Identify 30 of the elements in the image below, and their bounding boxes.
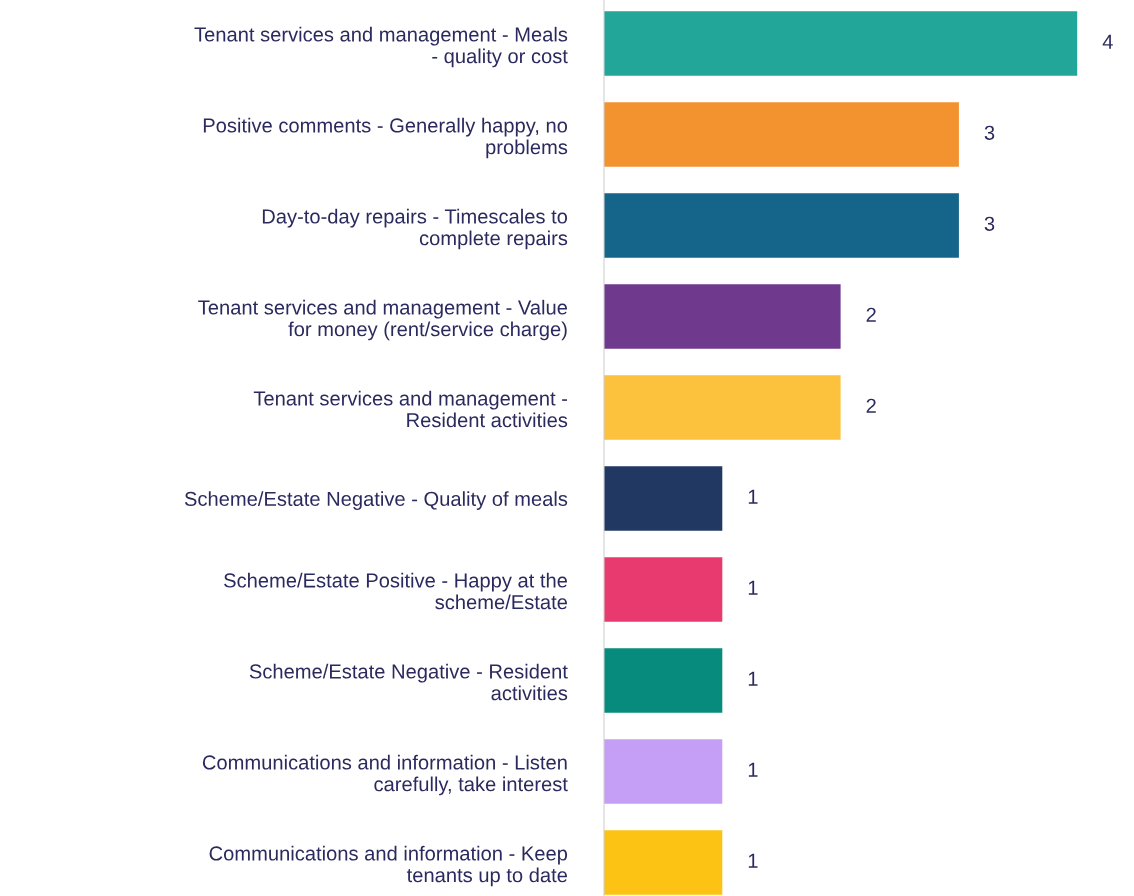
- data-label: 2: [866, 398, 876, 413]
- bar: [604, 11, 1078, 76]
- y-tick-label: Scheme/Estate Negative - Quality of meals: [184, 491, 568, 510]
- data-label: 1: [748, 762, 758, 777]
- y-tick-label: Communications and information - Keep tenants up to date: [209, 845, 568, 887]
- data-label: 1: [748, 580, 758, 595]
- y-tick-label: Scheme/Estate Positive - Happy at the scheme/Estate: [224, 572, 568, 610]
- y-tick-label: Tenant services and management - Resident activities: [253, 390, 568, 428]
- bar: [604, 557, 723, 622]
- data-label: 3: [984, 216, 995, 231]
- bar: [604, 102, 959, 167]
- data-label: 4: [1102, 34, 1113, 49]
- data-label: 1: [748, 489, 758, 504]
- y-tick-label: Day-to-day repairs - Timescales to complete repairs: [262, 208, 568, 250]
- y-tick-label: Communications and information - Listen carefully, take interest: [202, 754, 568, 796]
- bar: [604, 648, 723, 713]
- y-tick-label: Tenant services and management - Meals - quality or cost: [194, 26, 568, 68]
- bar: [604, 193, 959, 258]
- data-label: 1: [748, 671, 758, 686]
- data-label: 3: [984, 125, 995, 140]
- bar: [604, 375, 841, 440]
- y-tick-label: Scheme/Estate Negative - Resident activities: [249, 663, 568, 701]
- bar: [604, 830, 723, 895]
- data-label: 2: [866, 307, 876, 322]
- bar: [604, 284, 841, 349]
- y-tick-label: Tenant services and management - Value for money (rent/service charge): [198, 299, 568, 341]
- data-label: 1: [748, 853, 758, 868]
- y-tick-label: Positive comments - Generally happy, no problems: [203, 117, 568, 159]
- bar: [604, 466, 723, 531]
- bar: [604, 739, 723, 804]
